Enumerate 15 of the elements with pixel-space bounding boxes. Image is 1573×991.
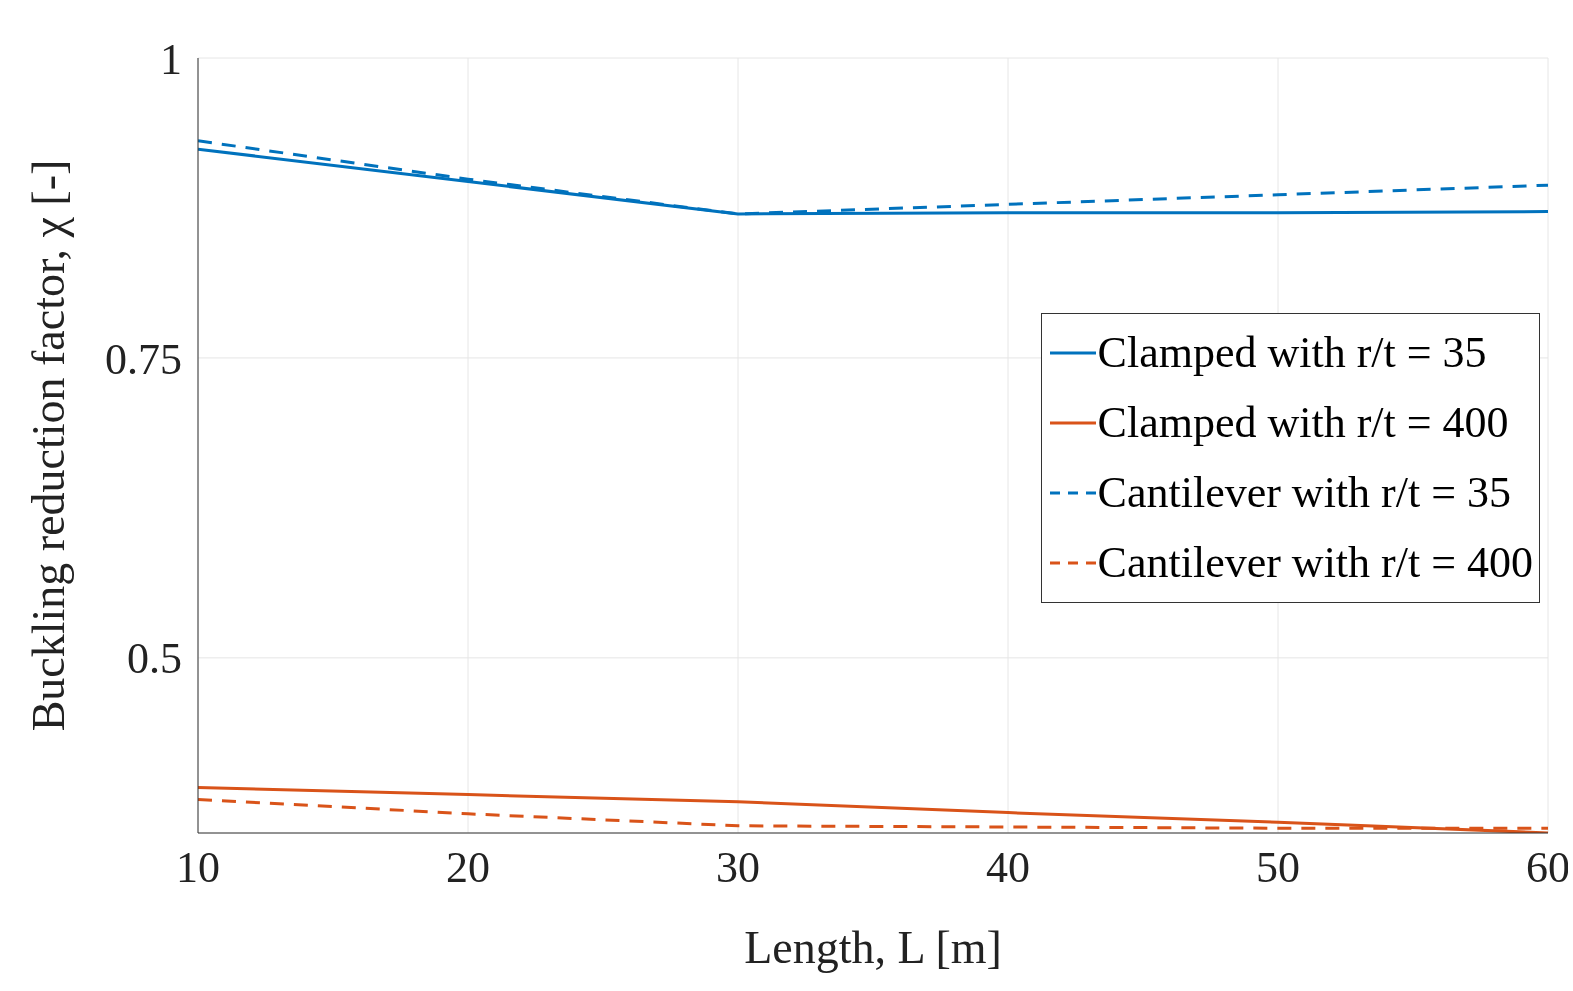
- x-tick-label: 30: [716, 843, 760, 893]
- x-tick-label: 50: [1256, 843, 1300, 893]
- x-tick-label: 40: [986, 843, 1030, 893]
- y-tick-label: 0.5: [127, 634, 182, 684]
- legend-label: Cantilever with r/t = 35: [1097, 467, 1511, 519]
- legend-label: Clamped with r/t = 400: [1097, 397, 1509, 449]
- y-axis-title: Buckling reduction factor, χ [-]: [23, 159, 75, 732]
- y-tick-label: 1: [160, 34, 182, 84]
- x-tick-label: 20: [446, 843, 490, 893]
- legend-label: Clamped with r/t = 35: [1097, 327, 1487, 379]
- y-tick-label: 0.75: [105, 334, 182, 384]
- x-tick-label: 10: [176, 843, 220, 893]
- x-tick-label: 60: [1526, 843, 1570, 893]
- x-axis-title: Length, L [m]: [744, 922, 1002, 973]
- legend-label: Cantilever with r/t = 400: [1097, 537, 1533, 589]
